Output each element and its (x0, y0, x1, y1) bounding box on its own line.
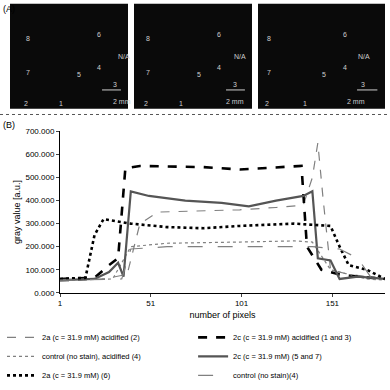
svg-text:6: 6 (343, 31, 347, 38)
svg-text:gray value [a.u.]: gray value [a.u.] (12, 180, 22, 244)
svg-text:N/A: N/A (234, 53, 246, 60)
svg-text:7: 7 (267, 69, 271, 76)
svg-text:101: 101 (235, 299, 249, 308)
svg-text:600.000: 600.000 (25, 150, 54, 159)
svg-text:N/A: N/A (358, 53, 370, 60)
svg-text:3: 3 (233, 81, 237, 88)
svg-text:2: 2 (265, 100, 269, 107)
svg-text:151: 151 (326, 299, 340, 308)
svg-text:number of pixels: number of pixels (189, 310, 256, 320)
svg-text:0.000: 0.000 (34, 289, 55, 298)
svg-text:1: 1 (303, 100, 307, 107)
svg-text:4: 4 (97, 64, 101, 71)
svg-text:1: 1 (58, 299, 63, 308)
svg-text:8: 8 (146, 35, 150, 42)
svg-text:1: 1 (179, 100, 183, 107)
svg-text:2: 2 (24, 100, 28, 107)
svg-text:(A): (A) (3, 4, 15, 14)
svg-text:2c (c = 31.9 mM) (5 and 7): 2c (c = 31.9 mM) (5 and 7) (233, 352, 322, 361)
svg-text:control (no stain)(4): control (no stain)(4) (233, 371, 299, 380)
svg-text:control (no stain), acidified: control (no stain), acidified (4) (42, 352, 141, 361)
svg-text:3: 3 (113, 81, 117, 88)
svg-text:2: 2 (144, 100, 148, 107)
svg-text:2a (c = 31.9 mM) (6): 2a (c = 31.9 mM) (6) (42, 371, 111, 380)
svg-text:2a (c = 31.9 mM) acidified (2): 2a (c = 31.9 mM) acidified (2) (42, 333, 140, 342)
svg-text:5: 5 (77, 71, 81, 78)
svg-text:500.000: 500.000 (25, 173, 54, 182)
svg-text:3: 3 (361, 81, 365, 88)
svg-text:2c (c = 31.9 mM) acidified (1: 2c (c = 31.9 mM) acidified (1 and 3) (233, 333, 352, 342)
svg-text:300.000: 300.000 (25, 219, 54, 228)
svg-text:2 mm: 2 mm (226, 98, 244, 105)
svg-text:2 mm: 2 mm (347, 98, 365, 105)
svg-text:8: 8 (26, 35, 30, 42)
svg-text:1: 1 (59, 100, 63, 107)
svg-text:100.000: 100.000 (25, 266, 54, 275)
svg-text:51: 51 (146, 299, 155, 308)
svg-text:4: 4 (343, 64, 347, 71)
svg-text:700.000: 700.000 (25, 127, 54, 136)
svg-text:400.000: 400.000 (25, 196, 54, 205)
svg-text:4: 4 (217, 64, 221, 71)
svg-text:7: 7 (26, 69, 30, 76)
svg-text:5: 5 (197, 71, 201, 78)
svg-text:200.000: 200.000 (25, 242, 54, 251)
svg-text:N/A: N/A (118, 53, 130, 60)
svg-text:6: 6 (97, 31, 101, 38)
svg-text:5: 5 (322, 71, 326, 78)
svg-text:8: 8 (267, 35, 271, 42)
svg-text:2 mm: 2 mm (113, 98, 131, 105)
svg-text:(B): (B) (3, 120, 15, 130)
svg-text:6: 6 (217, 31, 221, 38)
svg-text:7: 7 (146, 69, 150, 76)
